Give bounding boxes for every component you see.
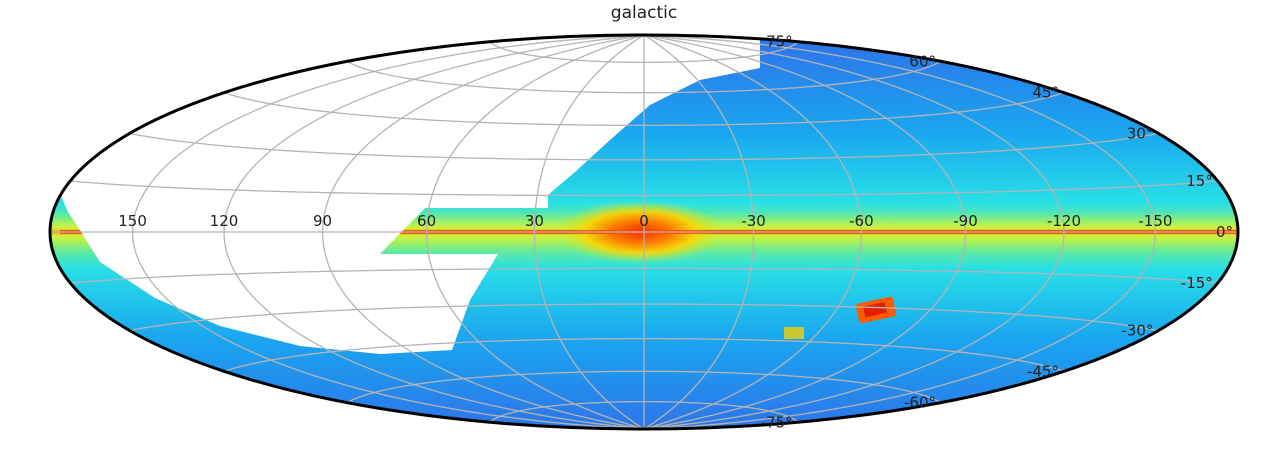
parallel-line bbox=[489, 400, 799, 423]
latitude-tick-label: 0° bbox=[1216, 223, 1233, 241]
latitude-tick-label: 30° bbox=[1127, 125, 1154, 143]
parallel-line bbox=[129, 132, 1159, 161]
parallel-line bbox=[346, 370, 942, 404]
graticule bbox=[50, 34, 1238, 430]
parallel-line bbox=[223, 92, 1065, 127]
longitude-tick-label: 120 bbox=[210, 212, 239, 230]
latitude-tick-label: -30° bbox=[1121, 322, 1153, 340]
latitude-tick-label: 75° bbox=[766, 33, 793, 51]
longitude-tick-label: -90 bbox=[953, 212, 978, 230]
latitude-tick-labels: 75° 60° 45° 30° 15° 0° -15° -30° -45° -60° -75° bbox=[761, 33, 1233, 432]
chart-title: galactic bbox=[611, 3, 677, 23]
parallel-line bbox=[70, 180, 1218, 197]
parallel-line bbox=[346, 60, 942, 94]
longitude-tick-label: -60 bbox=[849, 212, 874, 230]
parallel-line bbox=[489, 41, 799, 64]
latitude-tick-label: -15° bbox=[1181, 274, 1213, 292]
lmc-cloud-core bbox=[863, 302, 887, 318]
latitude-tick-label: -60° bbox=[904, 394, 936, 412]
intensity-map bbox=[50, 35, 1238, 429]
longitude-tick-label: 30 bbox=[525, 212, 544, 230]
latitude-tick-label: -75° bbox=[761, 413, 793, 431]
latitude-tick-label: 45° bbox=[1032, 84, 1059, 102]
latitude-tick-label: 15° bbox=[1186, 172, 1213, 190]
latitude-tick-label: -45° bbox=[1027, 362, 1059, 380]
longitude-tick-label: 150 bbox=[118, 212, 147, 230]
latitude-tick-label: 60° bbox=[909, 52, 936, 70]
longitude-tick-label: 90 bbox=[313, 212, 332, 230]
longitude-tick-label: -150 bbox=[1138, 212, 1172, 230]
parallel-line bbox=[129, 303, 1159, 332]
parallel-line bbox=[70, 267, 1218, 284]
longitude-tick-label: 60 bbox=[417, 212, 436, 230]
no-data-region bbox=[50, 35, 760, 354]
smc-cloud bbox=[784, 327, 804, 339]
longitude-tick-label: -30 bbox=[741, 212, 766, 230]
longitude-tick-label: 0 bbox=[639, 212, 649, 230]
longitude-tick-label: -120 bbox=[1047, 212, 1081, 230]
map-outline bbox=[48, 33, 1240, 431]
parallel-line bbox=[223, 337, 1065, 372]
longitude-tick-labels: 150 120 90 60 30 0 -30 -60 -90 -120 -150 bbox=[118, 212, 1172, 230]
